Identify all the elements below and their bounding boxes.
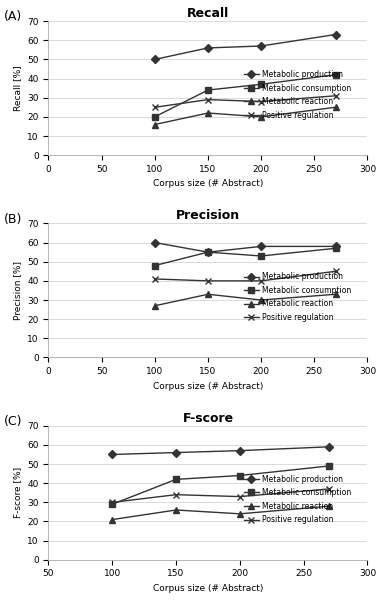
Legend: Metabolic production, Metabolic consumption, Metabolic reaction, Positive regula: Metabolic production, Metabolic consumpt… [244, 475, 351, 524]
Text: (B): (B) [4, 213, 22, 226]
Metabolic production [206, 44, 210, 52]
Metabolic consumption [259, 253, 264, 260]
Metabolic production [333, 31, 338, 38]
Text: (C): (C) [4, 415, 22, 428]
Metabolic production [259, 243, 264, 250]
Positive regulation [259, 98, 264, 105]
Positive regulation [206, 96, 210, 103]
Metabolic consumption [174, 476, 178, 483]
Metabolic production [152, 239, 157, 246]
Metabolic production [237, 447, 242, 454]
Positive regulation [152, 104, 157, 111]
Title: Recall: Recall [187, 7, 229, 20]
Metabolic production [333, 243, 338, 250]
Positive regulation [237, 493, 242, 500]
Metabolic reaction [174, 506, 178, 514]
Line: Positive regulation: Positive regulation [152, 269, 338, 284]
Metabolic consumption [237, 472, 242, 479]
Positive regulation [327, 485, 331, 493]
Positive regulation [206, 277, 210, 284]
Legend: Metabolic production, Metabolic consumption, Metabolic reaction, Positive regula: Metabolic production, Metabolic consumpt… [244, 70, 351, 120]
Positive regulation [259, 277, 264, 284]
Metabolic reaction [333, 104, 338, 111]
Line: Metabolic consumption: Metabolic consumption [152, 72, 338, 119]
X-axis label: Corpus size (# Abstract): Corpus size (# Abstract) [153, 179, 263, 188]
Metabolic reaction [110, 516, 115, 523]
X-axis label: Corpus size (# Abstract): Corpus size (# Abstract) [153, 584, 263, 593]
Metabolic reaction [259, 113, 264, 121]
Metabolic production [259, 43, 264, 50]
Line: Positive regulation: Positive regulation [110, 486, 332, 505]
Metabolic production [110, 451, 115, 458]
Line: Metabolic consumption: Metabolic consumption [152, 245, 338, 268]
Metabolic consumption [259, 81, 264, 88]
Line: Metabolic reaction: Metabolic reaction [152, 104, 338, 127]
Line: Metabolic production: Metabolic production [110, 444, 332, 457]
Line: Metabolic production: Metabolic production [152, 32, 338, 62]
Metabolic reaction [237, 510, 242, 517]
Title: F-score: F-score [182, 412, 234, 425]
Metabolic reaction [152, 302, 157, 310]
Line: Metabolic reaction: Metabolic reaction [152, 292, 338, 308]
Metabolic production [327, 443, 331, 451]
Metabolic consumption [333, 71, 338, 79]
Text: (A): (A) [4, 10, 22, 23]
Metabolic reaction [152, 121, 157, 128]
Positive regulation [110, 499, 115, 506]
Metabolic reaction [206, 109, 210, 116]
Metabolic consumption [206, 86, 210, 94]
Title: Precision: Precision [176, 209, 240, 222]
Metabolic reaction [259, 296, 264, 304]
Metabolic reaction [206, 290, 210, 298]
Line: Positive regulation: Positive regulation [152, 93, 338, 110]
Y-axis label: F-score [%]: F-score [%] [13, 467, 22, 518]
Metabolic consumption [110, 500, 115, 508]
Y-axis label: Recall [%]: Recall [%] [13, 65, 22, 111]
Metabolic production [206, 248, 210, 256]
Line: Metabolic consumption: Metabolic consumption [110, 463, 332, 507]
Metabolic consumption [327, 463, 331, 470]
Metabolic production [174, 449, 178, 456]
Positive regulation [333, 268, 338, 275]
Line: Metabolic production: Metabolic production [152, 240, 338, 255]
Metabolic reaction [327, 503, 331, 510]
Positive regulation [152, 275, 157, 283]
Line: Metabolic reaction: Metabolic reaction [110, 503, 332, 523]
Metabolic consumption [206, 248, 210, 256]
X-axis label: Corpus size (# Abstract): Corpus size (# Abstract) [153, 382, 263, 391]
Positive regulation [174, 491, 178, 498]
Y-axis label: Precision [%]: Precision [%] [13, 261, 22, 320]
Metabolic production [152, 56, 157, 63]
Positive regulation [333, 92, 338, 100]
Legend: Metabolic production, Metabolic consumption, Metabolic reaction, Positive regula: Metabolic production, Metabolic consumpt… [244, 272, 351, 322]
Metabolic consumption [333, 245, 338, 252]
Metabolic reaction [333, 290, 338, 298]
Metabolic consumption [152, 113, 157, 121]
Metabolic consumption [152, 262, 157, 269]
